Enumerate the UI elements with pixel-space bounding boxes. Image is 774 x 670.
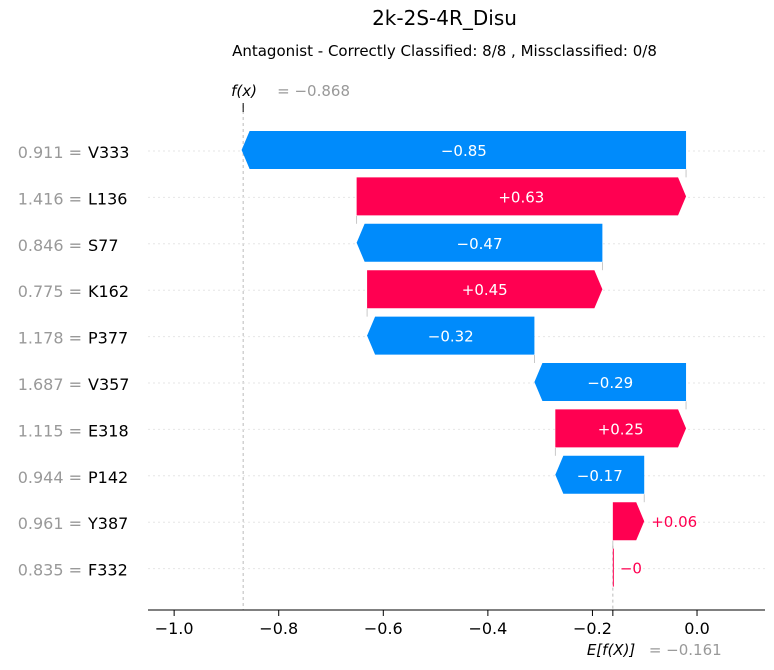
feature-name-label: F332: [88, 561, 128, 580]
feature-name-label: V357: [88, 375, 129, 394]
x-tick-label: 0.0: [684, 619, 709, 638]
efx-label: E[f(X)]: [587, 641, 636, 659]
contribution-bar: [356, 223, 603, 262]
contribution-label: −0.29: [587, 374, 633, 392]
feature-value-label: 1.178 =: [18, 329, 82, 348]
x-tick-label: −0.4: [468, 619, 507, 638]
x-tick-label: −0.6: [364, 619, 403, 638]
efx-value: = −0.161: [649, 641, 722, 659]
contribution-label: −0.17: [577, 467, 623, 485]
fx-value: = −0.868: [277, 82, 350, 100]
contribution-label: −0: [620, 560, 642, 578]
feature-name-label: P377: [88, 329, 128, 348]
contribution-bar: [612, 548, 614, 587]
feature-value-label: 0.911 =: [18, 143, 82, 162]
contribution-label: +0.06: [651, 513, 697, 531]
feature-value-label: 0.835 =: [18, 561, 82, 580]
x-tick-label: −0.2: [573, 619, 612, 638]
feature-value-label: 1.416 =: [18, 189, 82, 208]
contribution-bar: [367, 316, 535, 355]
chart-title: 2k-2S-4R_Disu: [372, 6, 517, 30]
contribution-label: −0.85: [441, 142, 487, 160]
fx-label: f(x): [231, 82, 257, 100]
feature-name-label: P142: [88, 468, 128, 487]
feature-value-label: 0.775 =: [18, 282, 82, 301]
contribution-label: −0.32: [428, 328, 474, 346]
contribution-label: +0.45: [462, 281, 508, 299]
feature-name-label: Y387: [87, 514, 128, 533]
x-tick-label: −0.8: [259, 619, 298, 638]
feature-value-label: 0.944 =: [18, 468, 82, 487]
feature-value-label: 1.687 =: [18, 375, 82, 394]
feature-name-label: K162: [88, 282, 129, 301]
feature-value-label: 0.846 =: [18, 236, 82, 255]
chart-subtitle: Antagonist - Correctly Classified: 8/8 ,…: [232, 42, 657, 60]
feature-value-label: 1.115 =: [18, 421, 82, 440]
contribution-label: −0.47: [457, 235, 503, 253]
contribution-bar: [612, 502, 645, 541]
contribution-bar: [356, 177, 687, 216]
contribution-label: +0.63: [498, 188, 544, 206]
contribution-bar: [555, 409, 687, 448]
contribution-bar: [367, 270, 603, 309]
feature-name-label: V333: [88, 143, 129, 162]
contribution-bar: [555, 455, 645, 494]
feature-name-label: E318: [88, 421, 129, 440]
feature-value-label: 0.961 =: [18, 514, 82, 533]
feature-name-label: S77: [88, 236, 119, 255]
contribution-bar: [534, 363, 687, 401]
x-tick-label: −1.0: [155, 619, 194, 638]
contribution-label: +0.25: [598, 420, 644, 438]
contribution-bar: [241, 131, 687, 169]
feature-name-label: L136: [88, 189, 127, 208]
